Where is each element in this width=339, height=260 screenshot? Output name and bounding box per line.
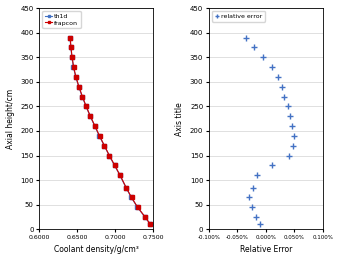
relative error: [247, 196, 251, 199]
relative error: [282, 95, 286, 98]
relative error: [285, 105, 290, 108]
frapcon: [84, 105, 88, 108]
th1d: [84, 105, 88, 108]
frapcon: [69, 46, 73, 49]
relative error: [261, 56, 265, 59]
relative error: [253, 46, 257, 49]
relative error: [280, 85, 284, 88]
th1d: [77, 85, 81, 88]
relative error: [290, 125, 294, 128]
Line: th1d: th1d: [68, 36, 152, 226]
th1d: [107, 154, 111, 157]
th1d: [124, 186, 128, 189]
frapcon: [68, 36, 72, 39]
th1d: [88, 115, 92, 118]
th1d: [113, 164, 117, 167]
relative error: [291, 144, 295, 147]
frapcon: [102, 144, 106, 147]
relative error: [287, 154, 291, 157]
frapcon: [72, 66, 76, 69]
th1d: [72, 66, 76, 69]
frapcon: [98, 134, 102, 138]
th1d: [148, 223, 152, 226]
frapcon: [129, 196, 134, 199]
Y-axis label: Axis title: Axis title: [175, 102, 184, 135]
frapcon: [124, 186, 128, 189]
relative error: [270, 164, 274, 167]
relative error: [254, 216, 258, 219]
X-axis label: Coolant density/g/cm³: Coolant density/g/cm³: [54, 245, 139, 255]
th1d: [69, 46, 73, 49]
relative error: [251, 186, 255, 189]
frapcon: [148, 223, 153, 226]
X-axis label: Relative Error: Relative Error: [240, 245, 292, 255]
relative error: [293, 134, 297, 138]
th1d: [74, 75, 78, 79]
frapcon: [143, 216, 147, 219]
relative error: [244, 36, 248, 39]
th1d: [93, 125, 97, 128]
frapcon: [113, 164, 117, 167]
th1d: [68, 36, 72, 39]
relative error: [276, 75, 280, 79]
th1d: [143, 216, 147, 219]
frapcon: [77, 85, 81, 88]
frapcon: [93, 125, 97, 128]
Y-axis label: Axial height/cm: Axial height/cm: [5, 89, 15, 149]
th1d: [135, 206, 139, 209]
th1d: [80, 95, 84, 98]
th1d: [102, 144, 106, 147]
Legend: relative error: relative error: [212, 11, 265, 22]
frapcon: [118, 174, 122, 177]
frapcon: [88, 115, 93, 118]
Legend: th1d, frapcon: th1d, frapcon: [42, 11, 81, 28]
frapcon: [107, 154, 112, 157]
th1d: [70, 56, 74, 59]
Line: frapcon: frapcon: [68, 36, 152, 226]
Line: relative error: relative error: [243, 35, 297, 227]
frapcon: [70, 56, 74, 59]
th1d: [97, 134, 101, 138]
relative error: [258, 223, 262, 226]
th1d: [129, 196, 133, 199]
relative error: [288, 115, 292, 118]
frapcon: [74, 75, 78, 79]
relative error: [250, 206, 254, 209]
frapcon: [80, 95, 84, 98]
relative error: [255, 174, 259, 177]
frapcon: [136, 206, 140, 209]
relative error: [270, 66, 274, 69]
th1d: [118, 174, 122, 177]
